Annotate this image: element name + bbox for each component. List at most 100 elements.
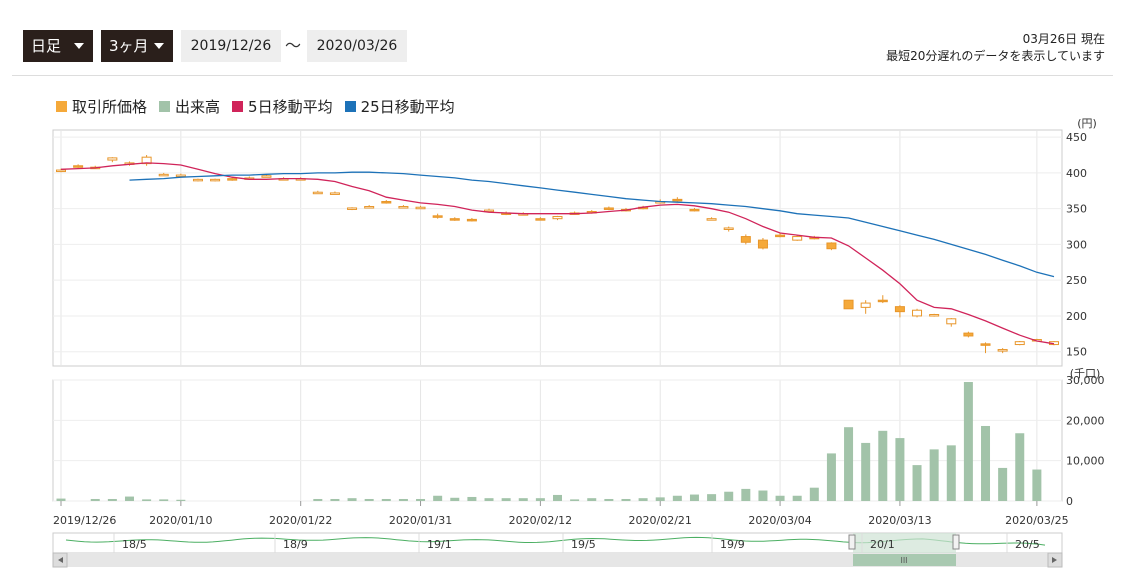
x-tick-label: 2020/01/10 [149,514,212,527]
volume-bar [313,498,323,501]
candle [672,198,683,202]
volume-bar [535,498,545,501]
y-tick-label: 200 [1066,310,1087,323]
scrollbar-grip-icon: III [900,556,907,565]
candle [792,236,803,241]
y-tick-label: 300 [1066,238,1087,251]
candle [432,215,443,218]
candle [364,206,375,209]
candle [381,201,392,204]
volume-bar [107,498,117,501]
volume-bar [912,465,922,501]
candle [877,299,888,303]
y-tick-label: 400 [1066,167,1087,180]
navigator-label: 19/5 [571,538,596,551]
navigator-label: 19/1 [427,538,452,551]
range-value: 3ヶ月 [109,37,149,55]
candle [56,169,66,173]
candle [329,192,340,195]
y-tick-label: 150 [1066,346,1087,359]
candle [740,236,751,243]
y-tick-label: 10,000 [1066,455,1105,468]
x-tick-label: 2020/02/21 [629,514,692,527]
candle [107,157,118,161]
candle [894,306,905,313]
candle [261,175,272,178]
candle [963,332,974,337]
navigator-selection[interactable] [853,533,956,553]
candle [141,156,152,165]
volume-bar [604,498,614,501]
candle [398,206,409,209]
candle [775,234,786,238]
volume-bar [159,499,169,501]
candle [73,165,84,168]
volume-bar [484,498,494,501]
volume-bar [707,494,717,501]
period-select[interactable]: 日足 [23,30,93,62]
candle [946,318,957,325]
volume-bar [844,427,854,501]
candle [689,208,700,212]
candle [312,191,323,195]
scrollbar-track[interactable] [53,553,1062,567]
chevron-down-icon [154,43,164,49]
legend-label: 取引所価格 [72,98,148,116]
legend-item-ma25[interactable]: 25日移動平均 [344,96,455,117]
candle [843,299,854,310]
legend-label: 25日移動平均 [360,98,455,116]
range-select[interactable]: 3ヶ月 [101,30,173,62]
candle [227,178,238,181]
candle [415,206,426,210]
volume-bar [90,498,100,501]
volume-bar [946,445,956,501]
ma25-line [129,171,1055,278]
candle [723,227,734,230]
candle [912,309,923,317]
legend-item-price[interactable]: 取引所価格 [56,96,147,117]
candle [706,218,717,221]
candle [175,174,186,178]
price-panel-frame [52,129,1063,367]
navigator-label: 19/9 [720,538,745,551]
date-to-field[interactable]: 2020/03/26 [307,30,407,62]
navigator-left-handle[interactable] [848,534,856,550]
volume-bar [501,498,511,501]
candle [860,302,871,308]
legend-label: 5日移動平均 [248,98,333,116]
volume-bar [570,499,580,501]
candle [158,173,169,177]
legend-item-volume[interactable]: 出来高 [159,96,220,117]
volume-bar [655,497,665,501]
volume-bar [587,498,597,501]
volume-bar [638,498,648,501]
price-unit-label: (円) [1077,117,1097,130]
volume-bar [450,497,460,501]
candle [980,343,991,346]
x-tick-label: 2020/01/31 [389,514,452,527]
volume-unit-label: (千口) [1070,367,1101,380]
volume-bar [758,490,768,501]
legend-swatch [232,101,244,112]
volume-bar [963,382,973,501]
arrow-left-icon [58,557,63,563]
candle [929,314,940,317]
volume-bar [861,442,871,501]
date-separator: 〜 [285,36,302,55]
volume-bar [381,498,391,501]
x-tick-label: 2019/12/26 [53,514,116,527]
volume-bar [518,498,528,501]
volume-bar [364,498,374,501]
volume-bar [416,498,426,501]
volume-bar [330,498,340,501]
y-tick-label: 250 [1066,274,1087,287]
volume-bar [741,488,751,501]
scrollbar-thumb[interactable] [853,554,956,566]
legend-item-ma5[interactable]: 5日移動平均 [232,96,333,117]
period-value: 日足 [31,37,62,55]
date-from-field[interactable]: 2019/12/26 [181,30,281,62]
navigator-right-handle[interactable] [952,534,960,550]
volume-bar [809,487,819,501]
candle [826,242,837,250]
